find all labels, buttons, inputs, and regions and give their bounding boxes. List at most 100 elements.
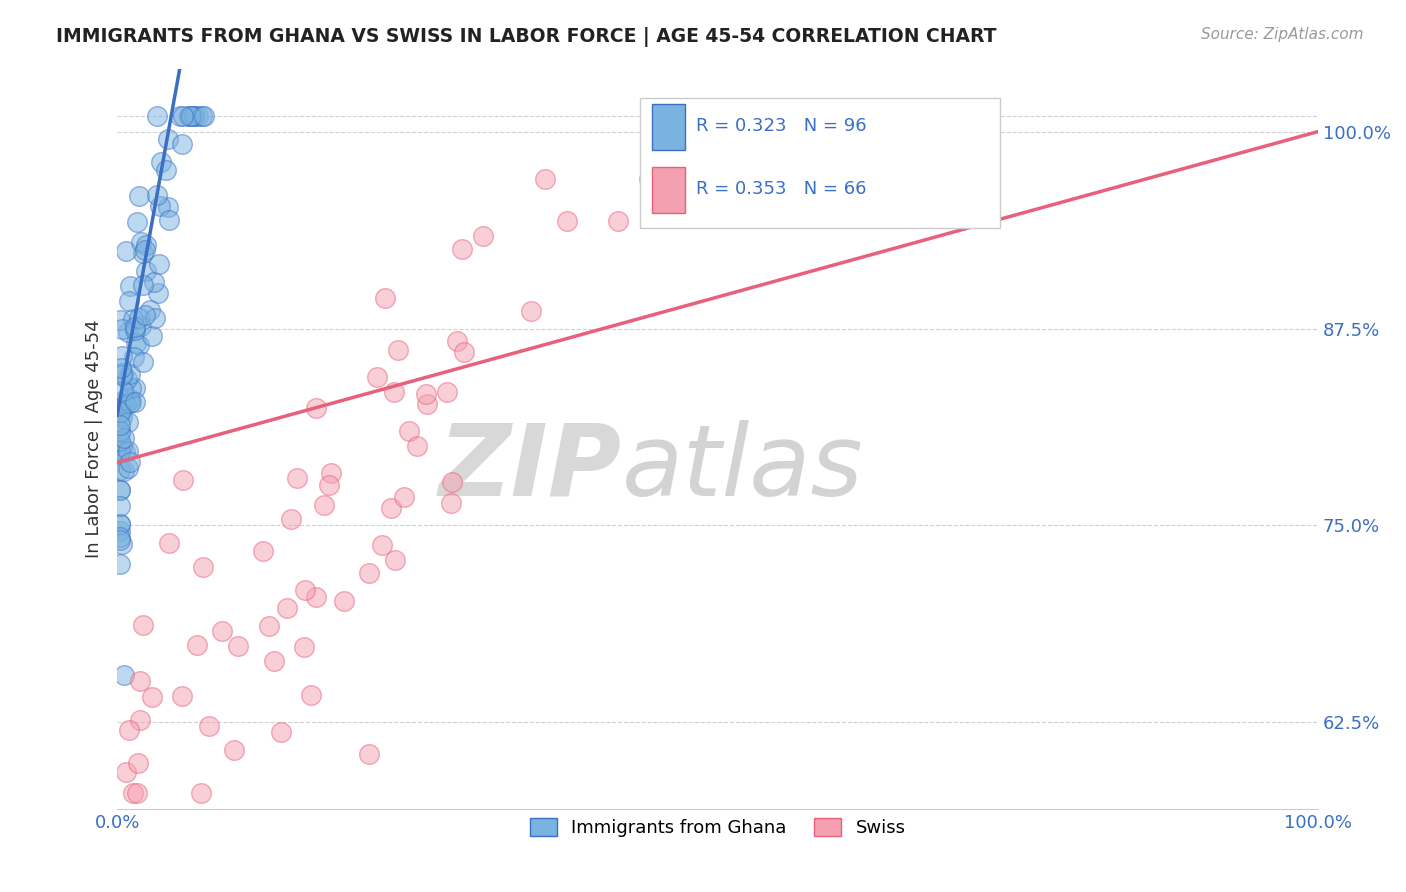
Point — [121, 312, 143, 326]
Point — [145, 188, 167, 202]
Point — [406, 439, 429, 453]
Point — [183, 109, 205, 123]
Point — [129, 235, 152, 249]
Point — [374, 291, 396, 305]
Point — [148, 257, 170, 271]
Point — [682, 171, 704, 186]
Legend: Immigrants from Ghana, Swiss: Immigrants from Ghana, Swiss — [523, 811, 912, 845]
Point — [252, 543, 274, 558]
Point — [187, 109, 209, 123]
Point — [155, 162, 177, 177]
Point — [467, 857, 489, 871]
Point — [111, 368, 134, 382]
Point — [533, 171, 555, 186]
Point — [146, 285, 169, 300]
Bar — [651, 167, 685, 213]
Point — [108, 446, 131, 460]
Point — [108, 499, 131, 513]
Point — [745, 171, 768, 186]
Point — [198, 719, 221, 733]
Point — [453, 345, 475, 359]
Point — [169, 109, 191, 123]
Point — [146, 109, 169, 123]
Point — [120, 381, 142, 395]
Point — [415, 387, 437, 401]
Point — [211, 624, 233, 639]
Point — [111, 366, 134, 380]
Point — [108, 417, 131, 432]
Point — [359, 566, 381, 581]
Point — [179, 109, 201, 123]
Point — [446, 334, 468, 349]
Point — [141, 690, 163, 704]
Point — [108, 530, 131, 544]
Point — [172, 473, 194, 487]
Point — [370, 538, 392, 552]
Point — [115, 764, 138, 779]
Bar — [651, 104, 685, 150]
Point — [382, 384, 405, 399]
Point — [128, 189, 150, 203]
Point — [120, 367, 142, 381]
Point — [318, 478, 340, 492]
Text: R = 0.323   N = 96: R = 0.323 N = 96 — [696, 117, 866, 136]
Point — [157, 213, 180, 227]
Point — [440, 496, 463, 510]
Text: Source: ZipAtlas.com: Source: ZipAtlas.com — [1201, 27, 1364, 42]
Point — [384, 552, 406, 566]
Point — [108, 425, 131, 440]
Point — [638, 171, 661, 186]
Point — [193, 109, 215, 123]
Point — [380, 500, 402, 515]
Point — [108, 463, 131, 477]
Point — [156, 132, 179, 146]
Point — [117, 326, 139, 340]
Point — [276, 601, 298, 615]
Point — [305, 401, 328, 415]
Point — [132, 246, 155, 260]
Point — [121, 786, 143, 800]
Point — [141, 329, 163, 343]
Point — [120, 279, 142, 293]
Point — [108, 483, 131, 497]
Point — [183, 109, 205, 123]
Point — [555, 213, 578, 227]
Point — [111, 537, 134, 551]
Point — [299, 689, 322, 703]
Point — [110, 360, 132, 375]
Point — [440, 475, 463, 490]
Point — [108, 397, 131, 411]
Point — [128, 714, 150, 728]
Point — [170, 136, 193, 151]
Point — [607, 214, 630, 228]
FancyBboxPatch shape — [640, 98, 1000, 227]
Point — [128, 311, 150, 326]
Point — [112, 668, 135, 682]
Point — [112, 464, 135, 478]
Point — [118, 723, 141, 737]
Point — [664, 171, 686, 186]
Point — [366, 369, 388, 384]
Point — [127, 215, 149, 229]
Point — [128, 673, 150, 688]
Point — [115, 397, 138, 411]
Point — [108, 434, 131, 449]
Point — [131, 355, 153, 369]
Point — [108, 313, 131, 327]
Point — [118, 455, 141, 469]
Point — [120, 396, 142, 410]
Point — [280, 512, 302, 526]
Point — [190, 786, 212, 800]
Point — [450, 242, 472, 256]
Point — [135, 264, 157, 278]
Point — [157, 535, 180, 549]
Point — [117, 461, 139, 475]
Point — [108, 517, 131, 532]
Point — [263, 654, 285, 668]
Text: ZIP: ZIP — [439, 420, 621, 517]
Point — [120, 395, 142, 409]
Point — [129, 319, 152, 334]
Point — [359, 747, 381, 761]
Point — [111, 322, 134, 336]
Point — [177, 109, 200, 123]
